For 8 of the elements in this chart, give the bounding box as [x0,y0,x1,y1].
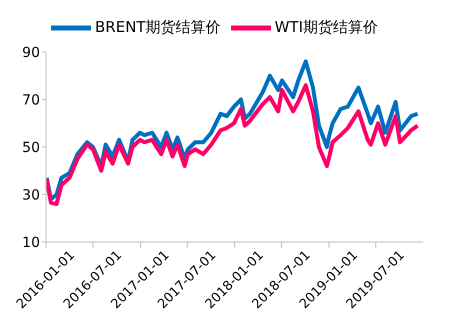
y-tick-label: 90 [22,44,40,61]
line-series [46,83,420,206]
legend-label: BRENT期货结算价 [95,18,221,36]
legend-label: WTI期货结算价 [274,18,378,36]
y-tick-label: 30 [22,187,40,204]
y-tick-label: 10 [22,234,40,251]
y-tick-label: 50 [22,140,40,156]
y-tick-label: 70 [22,92,40,108]
